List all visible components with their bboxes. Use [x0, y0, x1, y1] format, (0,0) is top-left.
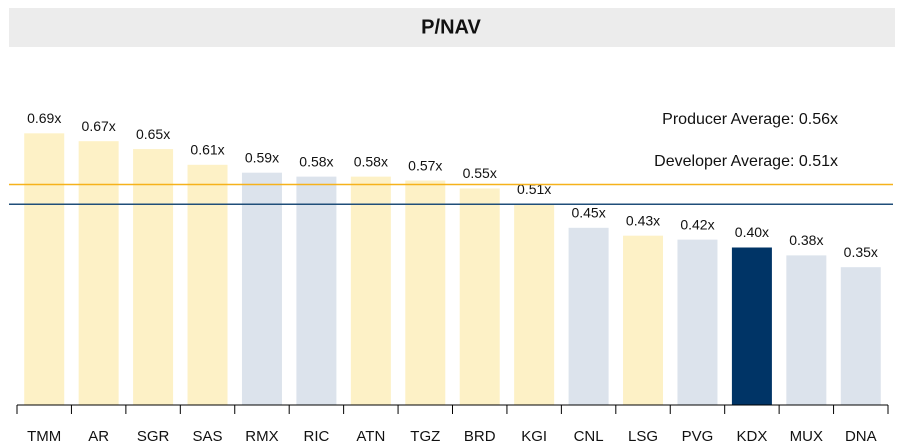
value-label: 0.58x — [299, 153, 333, 169]
x-tick-label: SGR — [137, 428, 170, 445]
value-label: 0.42x — [680, 216, 714, 232]
bar — [78, 141, 119, 405]
x-tick-label: KDX — [736, 428, 767, 445]
bar — [786, 255, 827, 405]
bar — [731, 247, 772, 405]
x-tick-label: RMX — [245, 428, 278, 445]
value-label: 0.57x — [408, 157, 442, 173]
value-label: 0.51x — [517, 181, 551, 197]
bar — [241, 172, 282, 405]
value-label: 0.65x — [136, 126, 170, 142]
x-tick-label: TGZ — [410, 428, 440, 445]
x-tick-label: KGI — [521, 428, 547, 445]
x-tick-label: PVG — [682, 428, 714, 445]
x-tick-label: TMM — [27, 428, 61, 445]
x-tick-label: SAS — [193, 428, 223, 445]
value-label: 0.40x — [735, 224, 769, 240]
title-band — [9, 8, 895, 47]
x-tick-label: LSG — [628, 428, 658, 445]
bar — [405, 180, 446, 405]
value-label: 0.59x — [245, 149, 279, 165]
x-tick-label: MUX — [790, 428, 823, 445]
value-label: 0.35x — [844, 244, 878, 260]
bar — [296, 176, 337, 405]
bar — [24, 133, 65, 405]
bar — [459, 188, 500, 405]
bar — [677, 239, 718, 405]
chart-title: P/NAV — [421, 16, 481, 38]
value-label: 0.61x — [190, 142, 224, 158]
bar — [840, 267, 881, 405]
x-tick-label: AR — [88, 428, 109, 445]
x-tick-label: BRD — [464, 428, 496, 445]
bar — [350, 176, 391, 405]
x-tick-label: ATN — [356, 428, 385, 445]
value-label: 0.58x — [354, 153, 388, 169]
bar — [623, 235, 664, 405]
value-label: 0.38x — [789, 232, 823, 248]
value-label: 0.55x — [463, 165, 497, 181]
bar — [514, 204, 555, 405]
x-tick-label: CNL — [574, 428, 604, 445]
bar — [187, 164, 228, 405]
bar — [568, 227, 609, 405]
value-label: 0.43x — [626, 212, 660, 228]
value-label: 0.45x — [571, 205, 605, 221]
value-label: 0.67x — [82, 118, 116, 134]
bar — [133, 149, 174, 405]
value-label: 0.69x — [27, 110, 61, 126]
x-tick-label: DNA — [845, 428, 877, 445]
reference-label: Producer Average: 0.56x — [662, 111, 838, 128]
reference-label: Developer Average: 0.51x — [654, 153, 838, 170]
x-tick-label: RIC — [303, 428, 329, 445]
